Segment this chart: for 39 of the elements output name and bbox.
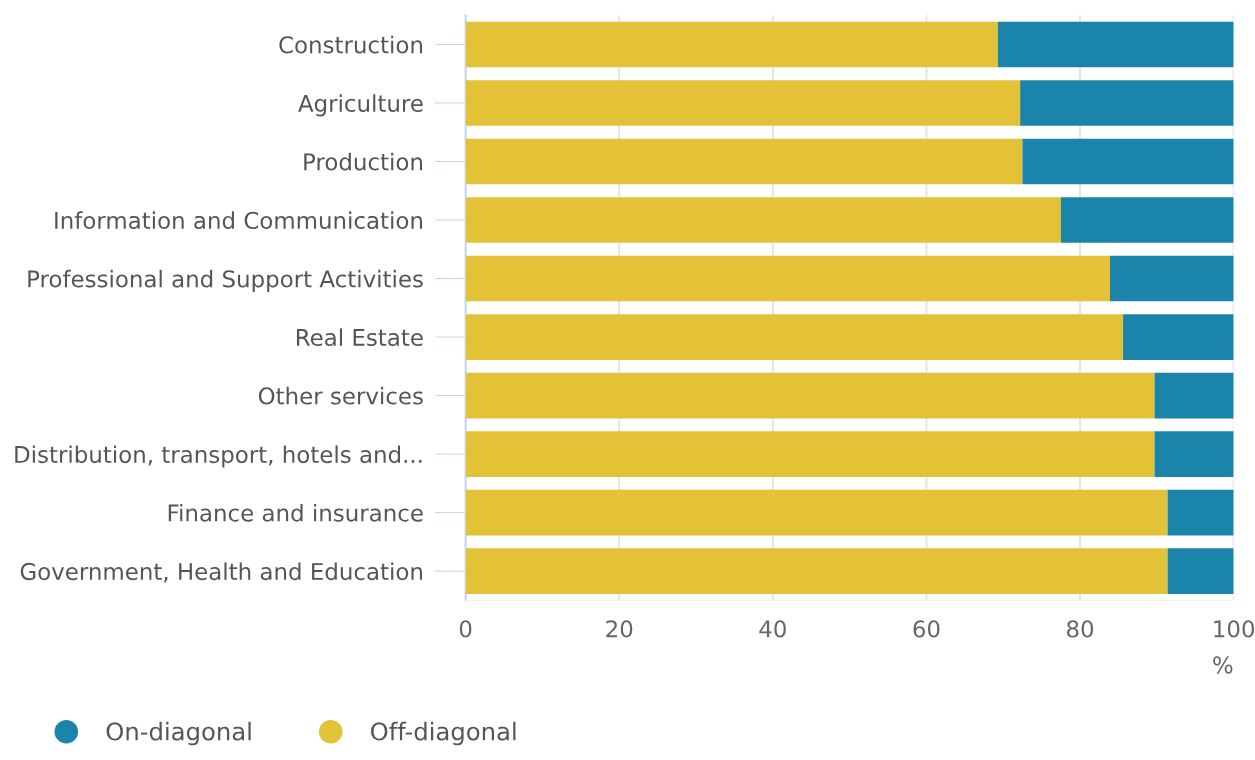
y-tick-label: Other services [258,386,423,405]
bar [997,21,1234,68]
x-tick-label: 40 [759,620,786,638]
y-tick-label: Finance and insurance [168,503,423,522]
bar [1154,372,1234,419]
bar [1022,138,1234,185]
bar [465,138,1023,185]
x-tick-label: 0 [459,620,472,638]
bar [465,197,1061,243]
bar [1167,489,1234,536]
bar [465,314,1124,360]
bar [1154,431,1234,477]
y-tick-label: Agriculture [298,94,423,117]
y-tick-label: Production [304,152,422,171]
bar [1123,314,1234,360]
legend-label: Off-diagonal [370,721,516,746]
bar [1167,548,1234,594]
bar [465,431,1155,477]
y-tick-label: Information and Communication [55,211,422,230]
legend-label: On-diagonal [106,721,251,746]
y-tick-label: Distribution, transport, hotels and... [15,445,422,468]
x-axis-title: % [1213,656,1233,674]
y-tick-label: Government, Health and Education [20,562,422,583]
bar [465,21,998,68]
x-tick-label: 80 [1067,620,1094,638]
bar [465,372,1155,419]
bar [465,80,1021,126]
bar [1060,197,1234,243]
x-tick-label: 100 [1214,620,1255,638]
y-tick-label: Professional and Support Activities [28,269,423,293]
bar [465,489,1168,536]
bar [465,255,1111,302]
bar [1110,255,1234,302]
bar [465,548,1168,594]
y-tick-label: Construction [279,35,422,54]
y-tick-label: Real Estate [296,328,423,347]
x-tick-label: 60 [913,620,940,638]
bar [1020,80,1234,126]
x-tick-label: 20 [606,620,633,638]
